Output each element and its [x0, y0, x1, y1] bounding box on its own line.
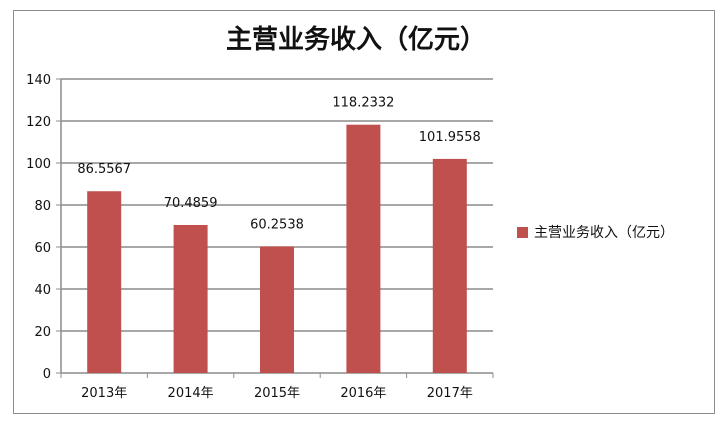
- data-label: 60.2538: [250, 217, 304, 232]
- legend-swatch: [517, 227, 528, 238]
- bar: [173, 224, 208, 373]
- bar: [87, 191, 122, 373]
- data-label: 70.4859: [164, 196, 218, 211]
- x-tick-label: 2013年: [81, 386, 127, 401]
- y-tick-label: 0: [43, 367, 51, 382]
- bar: [346, 124, 381, 373]
- data-label: 118.2332: [332, 96, 394, 111]
- x-tick-label: 2015年: [254, 386, 300, 401]
- y-tick-label: 140: [26, 73, 51, 88]
- data-label: 86.5567: [77, 162, 131, 177]
- bar: [260, 246, 294, 373]
- data-labels: 86.5567 70.4859 60.2538 118.2332 101.9558: [77, 96, 480, 233]
- bar: [432, 158, 467, 373]
- x-tick-label: 2014年: [168, 386, 214, 401]
- x-tick-label: 2016年: [340, 386, 386, 401]
- chart-title: 主营业务收入（亿元）: [226, 25, 486, 55]
- y-tick-label: 120: [26, 115, 51, 130]
- y-tick-label: 60: [34, 241, 51, 256]
- y-tick-label: 20: [34, 325, 51, 340]
- legend: 主营业务收入（亿元）: [517, 225, 674, 241]
- x-tick-label: 2017年: [427, 386, 473, 401]
- y-tick-label: 80: [34, 199, 51, 214]
- y-tick-label: 40: [34, 283, 51, 298]
- axes: 0 20 40 60 80 100 120 140 2013年 2014年 2015年 2016年 20…: [26, 73, 494, 401]
- gridlines: [61, 78, 493, 332]
- bars: [87, 124, 467, 373]
- y-tick-label: 100: [26, 157, 51, 172]
- legend-label: 主营业务收入（亿元）: [534, 225, 674, 241]
- data-label: 101.9558: [419, 130, 481, 145]
